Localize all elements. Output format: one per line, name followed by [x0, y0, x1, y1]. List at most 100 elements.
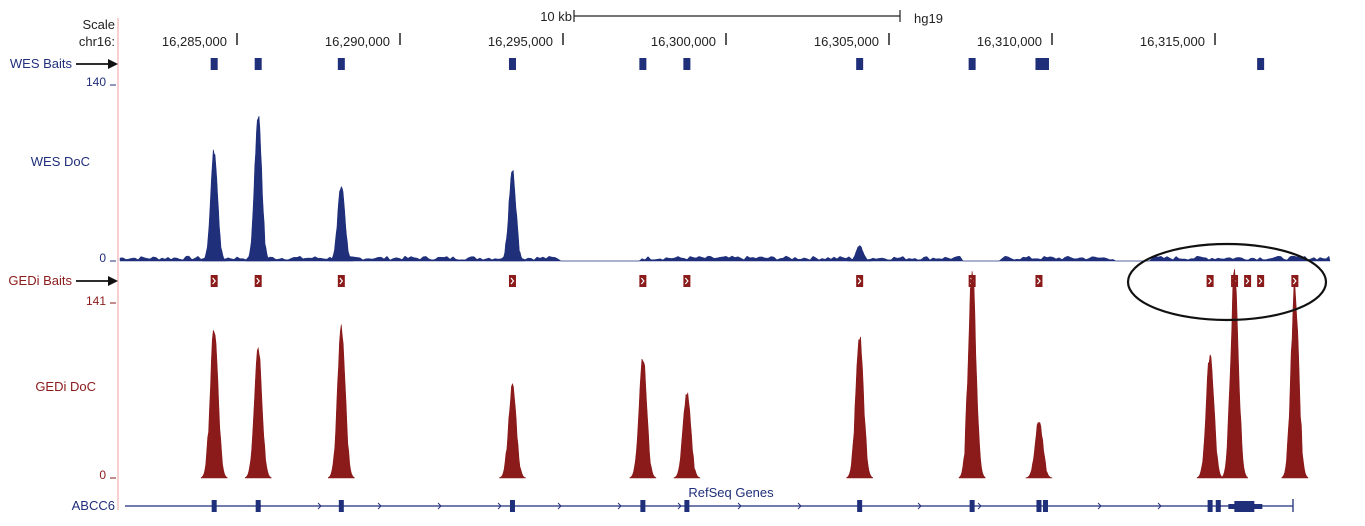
- bait-strand-chevron: [1208, 277, 1212, 285]
- gedi-doc-track: [200, 269, 1309, 479]
- assembly-label: hg19: [914, 11, 943, 26]
- gene-strand-arrow: [257, 502, 262, 510]
- position-ticks: 16,285,000 16,290,000 16,295,000 16,300,000…: [162, 33, 1216, 49]
- gedi-bait: [1257, 275, 1265, 287]
- scale-label: Scale: [82, 17, 115, 32]
- gedi-doc-peak: [958, 271, 986, 479]
- gedi-bait: [1035, 275, 1043, 287]
- gedi-doc-peak: [200, 330, 228, 479]
- gedi-bait: [1291, 275, 1299, 287]
- position-tick-label: 16,290,000: [325, 34, 390, 49]
- position-tick-label: 16,285,000: [162, 34, 227, 49]
- gene-exon: [1042, 500, 1048, 512]
- gedi-doc-peak: [1221, 269, 1248, 479]
- gedi-bait: [639, 275, 647, 287]
- gene-name-abcc6: ABCC6: [72, 498, 115, 513]
- gene-exon: [338, 500, 344, 512]
- gene-strand-arrow: [377, 502, 382, 510]
- gedi-doc-peak: [499, 383, 526, 479]
- gene-strand-arrow: [1217, 502, 1222, 510]
- wes-baits-label: WES Baits: [10, 56, 73, 71]
- gedi-bait: [1206, 275, 1214, 287]
- gedi-doc-peak: [1025, 422, 1053, 479]
- wes-bait: [1041, 58, 1049, 70]
- gene-exon: [1036, 500, 1042, 512]
- gedi-doc-ymax: 141: [86, 294, 106, 308]
- gedi-bait: [210, 275, 218, 287]
- gedi-doc-peak: [846, 336, 874, 479]
- gene-exon: [1207, 500, 1213, 512]
- gene-strand-arrow: [857, 502, 862, 510]
- wes-doc-peak: [245, 116, 271, 262]
- refseq-gene-track: [125, 499, 1294, 512]
- bait-strand-chevron: [684, 277, 689, 285]
- gene-exon: [640, 500, 646, 512]
- bait-strand-chevron: [640, 277, 645, 285]
- gedi-doc-peak: [1281, 284, 1309, 479]
- gene-strand-arrow: [617, 502, 622, 510]
- gedi-bait: [683, 275, 691, 287]
- gedi-doc-ymin: 0: [99, 468, 106, 482]
- gedi-bait: [856, 275, 864, 287]
- bait-strand-chevron: [1258, 277, 1263, 285]
- wes-bait: [639, 58, 647, 70]
- gedi-bait: [254, 275, 262, 287]
- chrom-label: chr16:: [79, 34, 115, 49]
- wes-bait: [337, 58, 345, 70]
- bait-strand-chevron: [857, 277, 862, 285]
- wes-bait: [508, 58, 516, 70]
- bait-strand-chevron: [256, 277, 260, 285]
- gene-strand-arrow: [1097, 502, 1102, 510]
- gene-strand-arrow: [557, 502, 562, 510]
- wes-doc-track: [119, 116, 1331, 262]
- highlight-ellipse: [1126, 242, 1328, 322]
- gene-strand-arrow: [1037, 502, 1042, 510]
- gene-strand-arrow: [977, 502, 982, 510]
- wes-doc-label: WES DoC: [31, 154, 90, 169]
- gedi-bait: [1244, 275, 1252, 287]
- wes-doc-background-coverage: [119, 255, 1331, 262]
- gene-exon: [509, 500, 515, 512]
- wes-bait: [968, 58, 976, 70]
- gene-exon: [1215, 500, 1221, 512]
- gedi-doc-peak: [673, 391, 701, 479]
- gene-strand-arrow: [797, 502, 802, 510]
- position-tick-label: 16,305,000: [814, 34, 879, 49]
- bait-strand-chevron: [212, 277, 216, 285]
- position-tick-label: 16,300,000: [651, 34, 716, 49]
- gedi-doc-peak: [327, 324, 355, 479]
- gedi-baits-label: GEDi Baits: [8, 273, 72, 288]
- wes-bait: [254, 58, 262, 70]
- gene-exon: [684, 500, 690, 512]
- wes-bait: [1257, 58, 1265, 70]
- gene-strand-arrow: [1157, 502, 1162, 510]
- bait-strand-chevron: [339, 277, 344, 285]
- gedi-bait: [508, 275, 516, 287]
- wes-doc-ymax: 140: [86, 75, 106, 89]
- position-tick-label: 16,295,000: [488, 34, 553, 49]
- bait-strand-chevron: [1292, 277, 1297, 285]
- gedi-doc-label: GEDi DoC: [35, 379, 96, 394]
- gene-exon: [857, 500, 863, 512]
- wes-baits-arrow: [76, 59, 118, 69]
- bait-strand-chevron: [510, 277, 515, 285]
- gene-strand-arrow: [437, 502, 442, 510]
- wes-baits-track: [210, 58, 1265, 70]
- gene-exon: [969, 500, 975, 512]
- wes-bait: [856, 58, 864, 70]
- wes-bait: [1035, 58, 1043, 70]
- gedi-bait: [337, 275, 345, 287]
- wes-doc-peak: [201, 149, 227, 262]
- wes-doc-ymin: 0: [99, 251, 106, 265]
- gedi-doc-peak: [1196, 354, 1224, 479]
- gene-strand-arrow: [677, 502, 682, 510]
- gene-utr: [1228, 504, 1263, 509]
- wes-doc-peak: [328, 186, 354, 262]
- wes-doc-peak: [847, 245, 872, 262]
- gene-strand-arrow: [317, 502, 322, 510]
- gedi-doc-peak: [629, 358, 657, 479]
- gene-exon: [211, 500, 217, 512]
- position-tick-label: 16,315,000: [1140, 34, 1205, 49]
